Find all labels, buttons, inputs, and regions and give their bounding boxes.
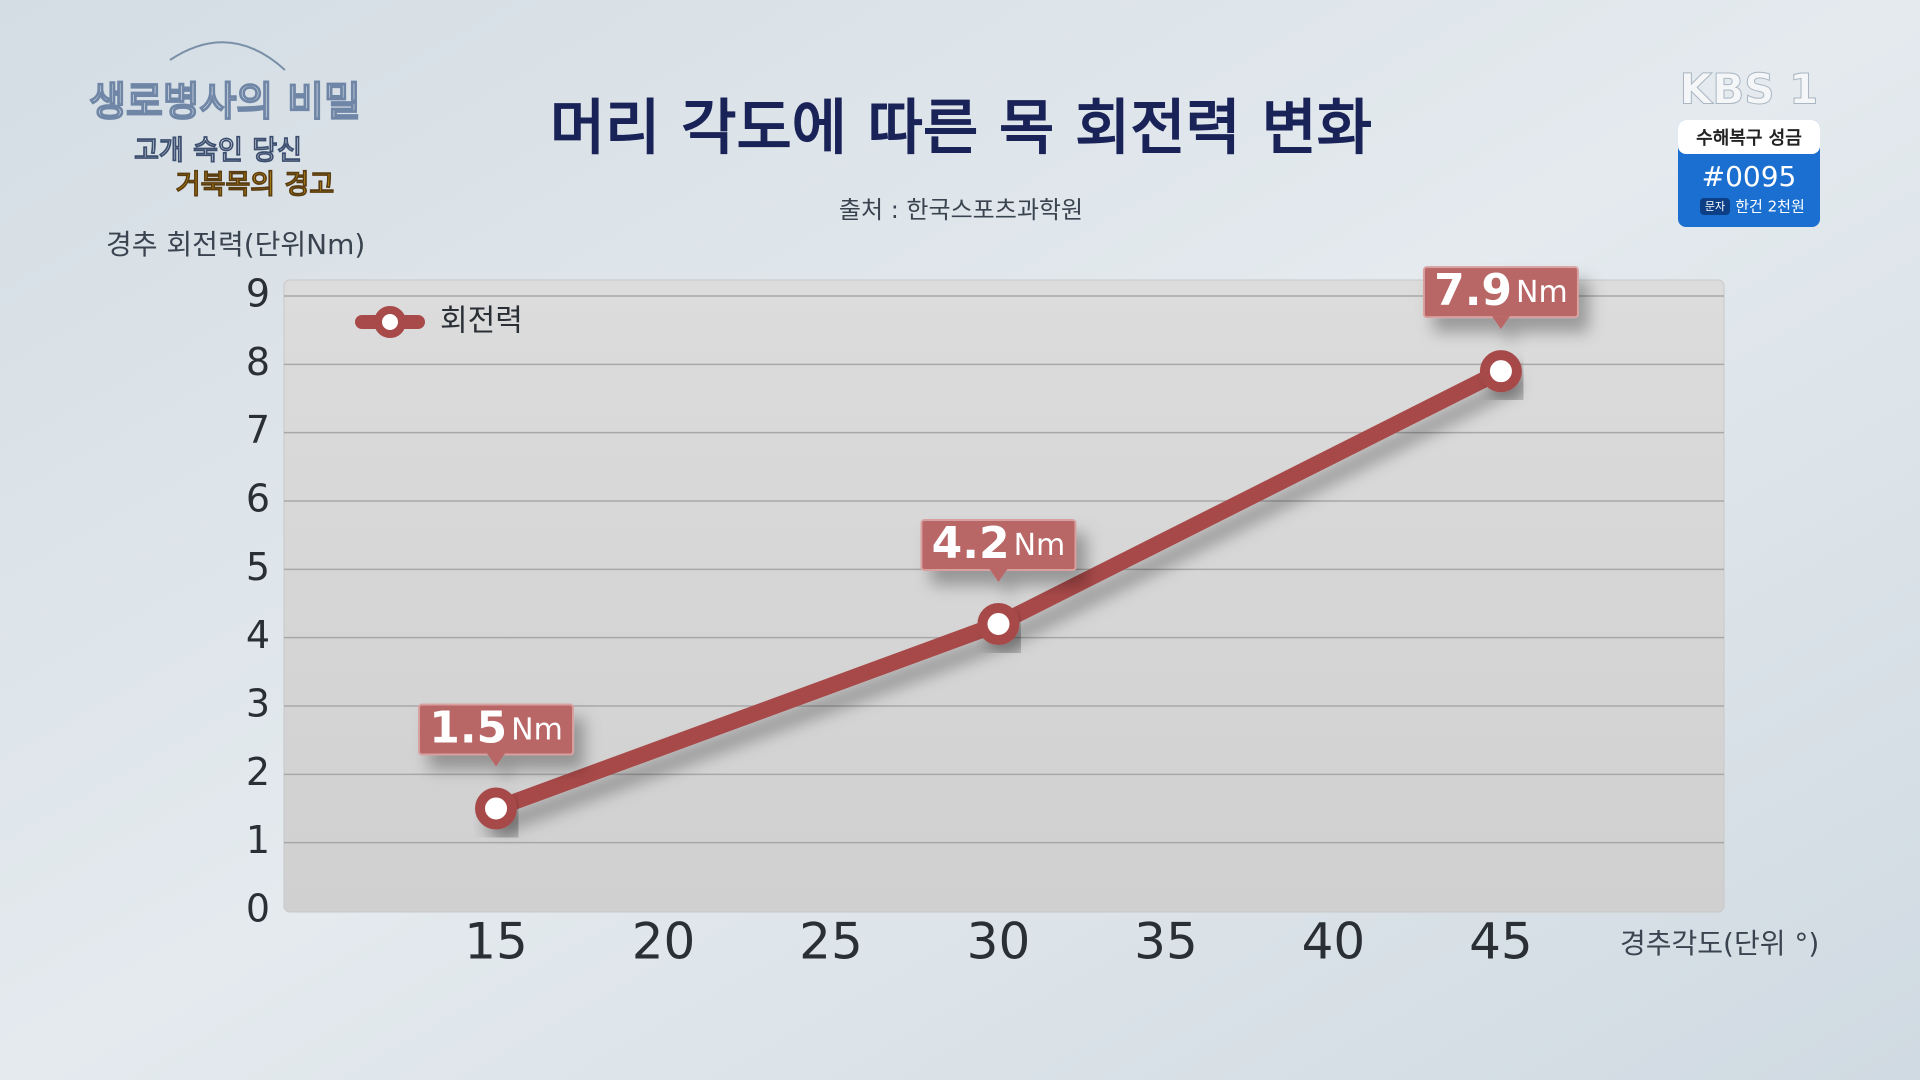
data-label-value: 1.5	[429, 703, 507, 754]
data-label-text: 7.9 Nm	[1434, 265, 1568, 316]
y-tick-label: 8	[246, 340, 270, 384]
x-tick-label: 20	[632, 913, 696, 971]
x-axis-title: 경추각도(단위 °)	[1620, 927, 1819, 960]
data-label: 1.5 Nm	[418, 703, 575, 767]
data-label-text: 4.2 Nm	[932, 518, 1066, 569]
legend-label: 회전력	[440, 304, 523, 339]
legend-marker	[374, 306, 406, 338]
x-tick-label: 40	[1302, 913, 1366, 971]
data-label-value: 7.9	[1434, 265, 1512, 316]
x-tick-label: 25	[799, 913, 863, 971]
data-label: 7.9 Nm	[1422, 265, 1579, 330]
y-tick-label: 3	[246, 682, 270, 726]
episode-line: 거북목의 경고	[176, 170, 334, 201]
x-tick-label: 15	[464, 913, 528, 971]
data-label-pointer	[989, 569, 1008, 582]
episode-line: 고개 숙인 당신	[134, 136, 302, 167]
data-label-text: 1.5 Nm	[429, 703, 563, 754]
x-tick-label: 30	[967, 913, 1031, 971]
donation-header	[1678, 120, 1820, 154]
data-label-unit: Nm	[1014, 528, 1066, 563]
chart-subtitle: 출처 : 한국스포츠과학원	[839, 196, 1083, 224]
program-title: 생로병사의 비밀	[89, 79, 361, 125]
donation-number: #0095	[1702, 160, 1797, 193]
donation-title: 수해복구 성금	[1696, 128, 1802, 149]
data-point	[1479, 350, 1522, 393]
data-label-unit: Nm	[511, 712, 563, 747]
y-tick-label: 4	[246, 613, 270, 657]
chart-title: 머리 각도에 따른 목 회전력 변화	[550, 94, 1372, 164]
program-logo: 생로병사의 비밀 고개 숙인 당신 거북목의 경고	[88, 41, 362, 201]
sms-tag-box	[1700, 198, 1730, 215]
data-label-unit: Nm	[1516, 275, 1568, 310]
y-tick-label: 0	[246, 887, 270, 931]
data-label-pointer	[1491, 316, 1510, 330]
data-label-pointer	[487, 753, 506, 767]
x-tick-label: 35	[1134, 913, 1198, 971]
data-point	[475, 787, 518, 830]
y-tick-label: 1	[246, 818, 270, 862]
y-tick-label: 7	[246, 408, 270, 452]
logo-arc	[169, 41, 286, 71]
y-tick-label: 6	[246, 477, 270, 521]
x-tick-label: 45	[1469, 913, 1533, 971]
y-tick-label: 5	[246, 545, 270, 589]
data-point	[977, 603, 1020, 645]
channel-badge: KBS 1 수해복구 성금 #0095 문자 한건 2천원	[1678, 64, 1820, 227]
data-label-value: 4.2	[932, 518, 1010, 569]
sms-tag: 문자	[1705, 200, 1725, 213]
y-tick-label: 9	[246, 272, 270, 316]
sms-price: 한건 2천원	[1735, 198, 1805, 216]
y-tick-label: 2	[246, 750, 270, 794]
channel-logo: KBS 1	[1680, 65, 1819, 114]
y-axis-title: 경추 회전력(단위Nm)	[106, 228, 365, 261]
data-label: 4.2 Nm	[920, 518, 1077, 582]
